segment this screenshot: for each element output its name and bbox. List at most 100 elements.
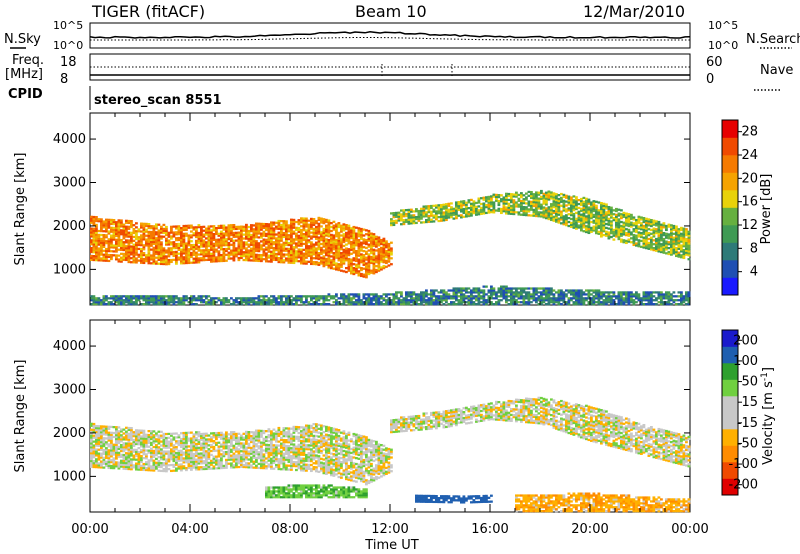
echo-cell <box>575 293 578 296</box>
echo-cell <box>140 222 143 225</box>
echo-cell <box>287 297 291 300</box>
echo-cell <box>110 226 113 229</box>
echo-cell <box>385 242 388 245</box>
echo-cell <box>492 211 496 214</box>
echo-cell <box>135 257 138 260</box>
echo-cell <box>422 211 426 214</box>
echo-cell <box>152 238 156 242</box>
echo-cell <box>105 441 108 444</box>
echo-cell <box>272 295 276 298</box>
echo-cell <box>245 237 248 240</box>
echo-cell <box>442 211 446 214</box>
echo-cell <box>95 440 98 443</box>
echo-cell <box>565 289 568 292</box>
echo-cell <box>352 231 356 235</box>
echo-cell <box>612 291 616 294</box>
echo-cell <box>102 257 106 260</box>
echo-cell <box>687 252 691 255</box>
echo-cell <box>375 249 378 252</box>
echo-cell <box>425 205 428 208</box>
echo-cell <box>627 232 631 235</box>
echo-cell <box>210 252 213 255</box>
echo-cell <box>425 289 428 292</box>
echo-cell <box>527 287 531 290</box>
echo-cell <box>170 297 173 300</box>
echo-cell <box>645 297 648 300</box>
echo-cell <box>97 237 101 240</box>
echo-cell <box>125 239 128 242</box>
echo-cell <box>515 287 518 290</box>
echo-cell <box>122 457 126 461</box>
echo-cell <box>125 434 128 437</box>
echo-cell <box>495 301 498 304</box>
echo-cell <box>160 255 163 258</box>
echo-cell <box>260 228 263 231</box>
echo-cell <box>645 293 648 296</box>
echo-cell <box>337 267 341 270</box>
echo-cell <box>470 301 473 304</box>
echo-cell <box>92 430 96 433</box>
echo-cell <box>307 301 311 304</box>
echo-cell <box>385 246 388 249</box>
echo-cell <box>660 247 663 250</box>
echo-cell <box>110 256 113 259</box>
echo-cell <box>207 229 211 232</box>
echo-cell <box>192 228 196 231</box>
echo-cell <box>567 220 571 224</box>
echo-cell <box>250 241 253 244</box>
echo-cell <box>630 213 633 217</box>
echo-cell <box>662 226 666 229</box>
echo-cell <box>555 301 558 304</box>
echo-cell <box>242 229 246 232</box>
echo-cell <box>657 291 661 294</box>
echo-cell <box>105 220 108 223</box>
echo-cell <box>570 198 573 201</box>
echo-cell <box>122 463 126 466</box>
echo-cell <box>205 303 208 306</box>
echo-cell <box>470 206 473 209</box>
echo-cell <box>227 255 231 258</box>
echo-cell <box>297 252 301 255</box>
echo-cell <box>302 229 306 232</box>
echo-cell <box>235 225 238 229</box>
echo-cell <box>345 235 348 238</box>
echo-cell <box>302 217 306 220</box>
echo-cell <box>195 259 198 262</box>
echo-cell <box>652 233 656 236</box>
echo-cell <box>337 257 341 260</box>
echo-cell <box>145 295 148 298</box>
echo-cell <box>675 295 678 298</box>
echo-cell <box>682 301 686 304</box>
echo-cell <box>92 256 96 260</box>
echo-cell <box>207 303 211 306</box>
echo-cell <box>645 237 648 240</box>
echo-cell <box>472 303 476 306</box>
echo-cell <box>385 240 388 243</box>
echo-cell <box>572 303 576 306</box>
echo-cell <box>632 295 636 298</box>
echo-cell <box>307 223 311 226</box>
echo-cell <box>457 291 461 294</box>
echo-cell <box>127 454 131 457</box>
echo-cell <box>430 291 433 294</box>
echo-cell <box>110 451 113 454</box>
echo-cell <box>687 232 691 235</box>
echo-cell <box>520 297 523 300</box>
echo-cell <box>465 201 468 204</box>
echo-cell <box>685 228 688 231</box>
echo-cell <box>237 237 241 240</box>
echo-cell <box>170 260 173 264</box>
echo-cell <box>492 293 496 296</box>
echo-cell <box>502 210 506 213</box>
echo-cell <box>550 299 553 302</box>
echo-cell <box>110 257 113 261</box>
echo-cell <box>465 211 468 214</box>
echo-cell <box>347 230 351 233</box>
echo-cell <box>247 301 251 304</box>
echo-cell <box>455 291 458 294</box>
echo-cell <box>407 212 411 215</box>
echo-cell <box>535 287 538 290</box>
echo-cell <box>177 242 181 246</box>
echo-cell <box>105 224 108 227</box>
echo-cell <box>252 243 256 247</box>
